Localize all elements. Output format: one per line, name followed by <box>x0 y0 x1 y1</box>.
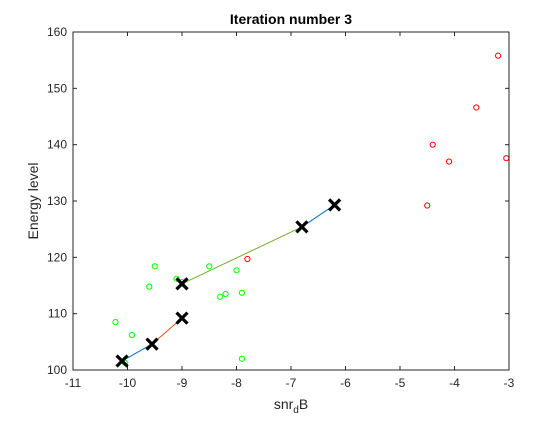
data-point-red <box>495 52 502 59</box>
x-axis-label: snrdB <box>274 396 308 416</box>
chart-title: Iteration number 3 <box>230 11 352 27</box>
y-tick-label: 140 <box>47 138 67 152</box>
data-point-green <box>238 289 246 296</box>
plot-area <box>73 32 509 370</box>
x-tick-label: -5 <box>395 376 406 390</box>
x-axis-label-tail: B <box>299 396 308 412</box>
x-tick-label: -4 <box>449 376 460 390</box>
data-point-green <box>112 319 119 326</box>
data-point-green <box>222 290 229 298</box>
centroid-trail-segment <box>181 226 303 285</box>
centroid-marker <box>175 311 189 325</box>
data-point-red <box>244 255 251 263</box>
data-point-green <box>217 293 224 300</box>
x-axis-label-main: snr <box>274 396 294 412</box>
x-tick-label: -10 <box>119 376 137 390</box>
data-point-red <box>424 202 431 209</box>
centroid-marker <box>295 220 309 234</box>
centroid-marker <box>145 337 159 351</box>
y-tick-label: 130 <box>47 194 67 208</box>
x-tick-label: -8 <box>231 376 242 390</box>
y-tick-label: 100 <box>47 363 67 377</box>
y-tick-label: 110 <box>48 307 67 321</box>
data-point-green <box>146 283 153 290</box>
data-point-green <box>206 263 213 270</box>
x-tick-label: -3 <box>504 376 515 390</box>
data-point-green <box>233 267 240 274</box>
centroid-marker <box>115 354 129 368</box>
y-tick-label: 150 <box>47 81 67 95</box>
centroid-marker <box>327 198 342 212</box>
x-tick-label: -11 <box>65 376 82 390</box>
x-axis-label-subscript: d <box>293 405 299 416</box>
data-point-green <box>128 331 135 339</box>
y-tick-label: 160 <box>47 25 67 39</box>
y-tick-label: 120 <box>47 250 67 264</box>
y-axis-label: Energy level <box>25 162 41 239</box>
data-point-red <box>445 158 453 165</box>
x-tick-label: -9 <box>177 376 188 390</box>
data-point-red <box>429 141 436 148</box>
axes-box <box>72 31 510 371</box>
data-point-red <box>473 104 480 111</box>
x-tick-label: -7 <box>286 376 297 390</box>
data-points-layer <box>112 52 510 366</box>
centroid-marker <box>175 277 189 291</box>
x-tick-label: -6 <box>340 376 351 390</box>
data-point-green <box>238 355 246 362</box>
centroid-markers-layer <box>115 198 342 368</box>
data-point-green <box>151 263 158 270</box>
